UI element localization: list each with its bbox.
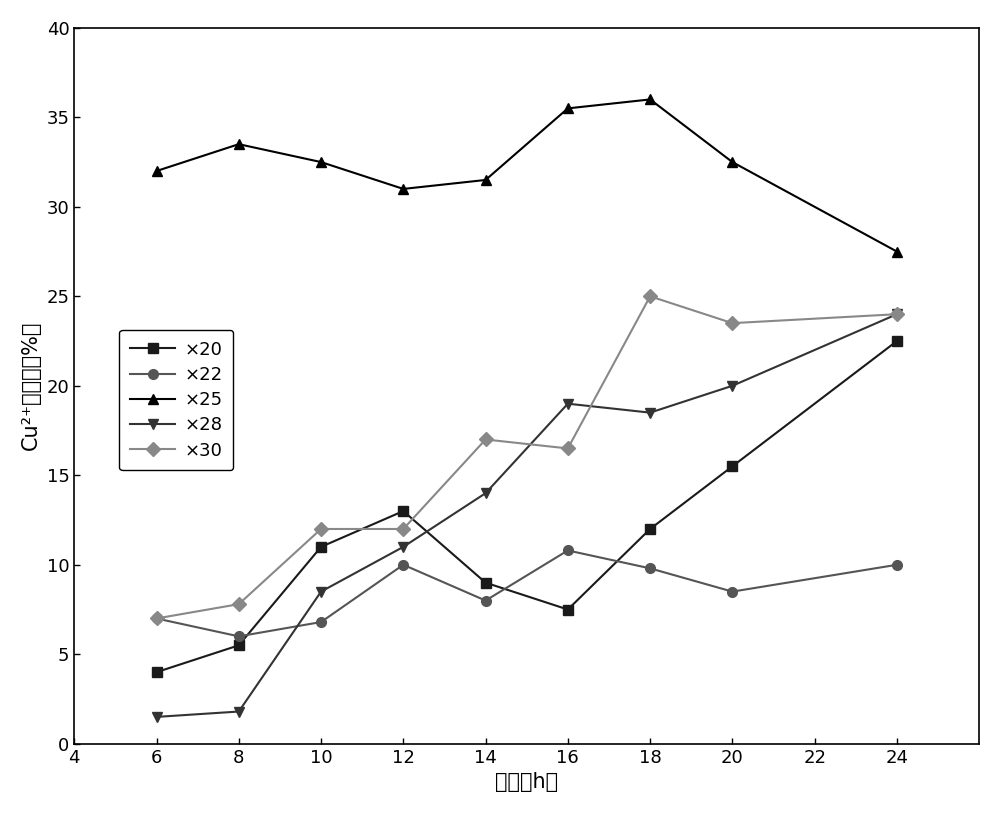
×28 bbox=[315, 587, 327, 597]
×28 bbox=[891, 309, 903, 319]
×30 bbox=[151, 614, 163, 624]
×28 bbox=[562, 399, 574, 409]
×20 bbox=[315, 542, 327, 552]
×30 bbox=[644, 291, 656, 301]
×20 bbox=[480, 578, 492, 588]
×30 bbox=[397, 524, 409, 534]
×30 bbox=[891, 309, 903, 319]
×25 bbox=[480, 175, 492, 185]
×25 bbox=[891, 246, 903, 256]
X-axis label: 时间（h）: 时间（h） bbox=[495, 772, 558, 792]
×28 bbox=[397, 542, 409, 552]
×22 bbox=[151, 614, 163, 624]
×20 bbox=[151, 667, 163, 677]
×22 bbox=[644, 563, 656, 573]
Legend: ×20, ×22, ×25, ×28, ×30: ×20, ×22, ×25, ×28, ×30 bbox=[119, 330, 233, 471]
×28 bbox=[480, 489, 492, 498]
×28 bbox=[644, 408, 656, 418]
Line: ×25: ×25 bbox=[152, 94, 902, 256]
×20 bbox=[562, 605, 574, 615]
×30 bbox=[233, 599, 245, 609]
Y-axis label: Cu²⁺去除率（%）: Cu²⁺去除率（%） bbox=[21, 321, 41, 450]
×22 bbox=[726, 587, 738, 597]
×30 bbox=[562, 444, 574, 454]
×25 bbox=[233, 139, 245, 149]
×25 bbox=[315, 157, 327, 167]
×22 bbox=[233, 632, 245, 641]
×28 bbox=[151, 712, 163, 722]
×20 bbox=[891, 336, 903, 346]
×28 bbox=[726, 381, 738, 391]
×30 bbox=[315, 524, 327, 534]
×30 bbox=[480, 435, 492, 445]
×25 bbox=[644, 94, 656, 104]
×25 bbox=[397, 184, 409, 193]
×28 bbox=[233, 706, 245, 716]
×22 bbox=[397, 560, 409, 570]
×22 bbox=[480, 596, 492, 606]
×22 bbox=[315, 617, 327, 627]
Line: ×20: ×20 bbox=[152, 337, 902, 677]
×20 bbox=[726, 462, 738, 472]
×30 bbox=[726, 318, 738, 328]
×25 bbox=[151, 166, 163, 176]
×20 bbox=[397, 506, 409, 516]
×22 bbox=[891, 560, 903, 570]
×25 bbox=[726, 157, 738, 167]
Line: ×22: ×22 bbox=[152, 546, 902, 641]
×22 bbox=[562, 546, 574, 555]
Line: ×30: ×30 bbox=[152, 291, 902, 624]
×25 bbox=[562, 103, 574, 113]
×20 bbox=[233, 641, 245, 650]
×20 bbox=[644, 524, 656, 534]
Line: ×28: ×28 bbox=[152, 309, 902, 722]
